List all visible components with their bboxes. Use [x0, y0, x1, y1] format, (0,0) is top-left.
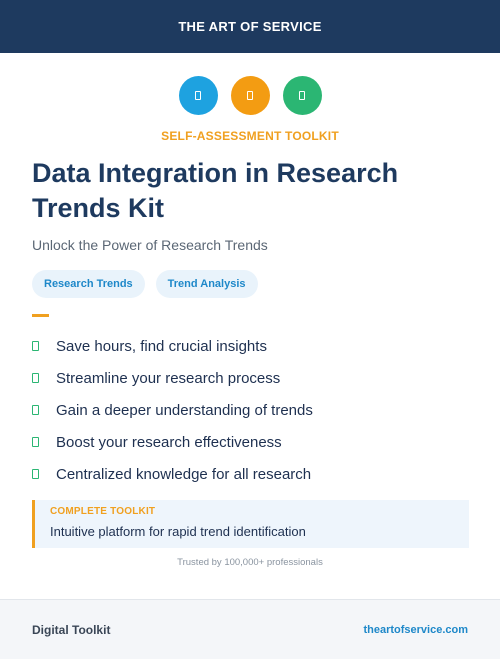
tag-list: Research Trends Trend Analysis — [32, 270, 258, 298]
callout-description: Intuitive platform for rapid trend ident… — [50, 524, 306, 539]
subtitle: Unlock the Power of Research Trends — [32, 237, 268, 253]
top-banner: THE ART OF SERVICE — [0, 0, 500, 53]
feature-text: Gain a deeper understanding of trends — [56, 401, 313, 419]
feature-item: Save hours, find crucial insights — [32, 330, 313, 362]
check-icon — [32, 437, 39, 447]
tag-trend-analysis[interactable]: Trend Analysis — [155, 270, 258, 298]
check-icon — [32, 373, 39, 383]
toolkit-callout: COMPLETE TOOLKIT Intuitive platform for … — [32, 500, 469, 548]
document-icon — [299, 91, 305, 100]
check-icon — [32, 405, 39, 415]
feature-text: Save hours, find crucial insights — [56, 337, 267, 355]
feature-item: Streamline your research process — [32, 362, 313, 394]
icon-row — [0, 76, 500, 115]
callout-kicker: COMPLETE TOOLKIT — [50, 506, 156, 517]
tag-research-trends[interactable]: Research Trends — [32, 270, 145, 298]
trust-statement: Trusted by 100,000+ professionals — [177, 557, 323, 568]
feature-item: Gain a deeper understanding of trends — [32, 394, 313, 426]
check-icon — [32, 469, 39, 479]
brand-name: THE ART OF SERVICE — [178, 19, 322, 34]
accent-divider — [32, 314, 49, 317]
footer-label: Digital Toolkit — [32, 622, 111, 637]
document-icon — [195, 91, 201, 100]
toolkit-icon-3 — [282, 76, 322, 115]
feature-item: Centralized knowledge for all research — [32, 458, 313, 490]
page-title: Data Integration in Research Trends Kit — [32, 158, 399, 223]
feature-item: Boost your research effectiveness — [32, 426, 313, 458]
feature-text: Boost your research effectiveness — [56, 433, 282, 451]
feature-text: Centralized knowledge for all research — [56, 465, 312, 483]
footer: Digital Toolkit theartofservice.com — [0, 599, 500, 659]
check-icon — [32, 341, 39, 351]
website-link[interactable]: theartofservice.com — [363, 623, 468, 636]
document-icon — [247, 91, 253, 100]
feature-list: Save hours, find crucial insights Stream… — [32, 330, 313, 490]
eyebrow-label: SELF-ASSESSMENT TOOLKIT — [161, 129, 339, 143]
feature-text: Streamline your research process — [56, 369, 281, 387]
toolkit-icon-1 — [178, 76, 218, 115]
toolkit-icon-2 — [230, 76, 270, 115]
